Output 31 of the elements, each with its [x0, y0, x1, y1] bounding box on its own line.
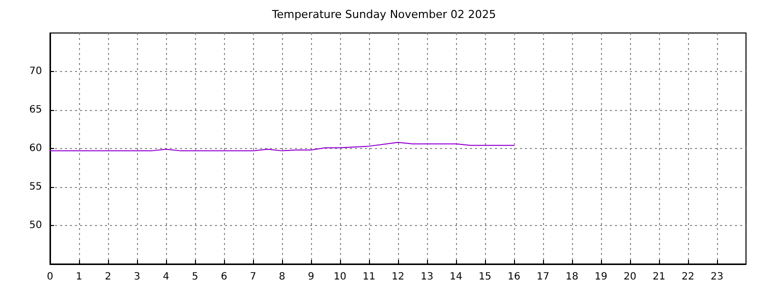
x-tick-label: 12 [392, 272, 404, 282]
x-tick-label: 0 [46, 272, 54, 282]
y-tick-label: 60 [29, 143, 42, 154]
x-tick-label: 11 [362, 272, 376, 282]
x-tick-label: 7 [250, 272, 256, 282]
x-tick-label: 10 [334, 272, 346, 282]
x-tick-label: 22 [682, 272, 694, 282]
x-tick-label: 1 [76, 272, 82, 282]
x-tick-label: 21 [652, 272, 666, 282]
x-tick-label: 15 [478, 272, 492, 282]
x-tick-label: 2 [104, 272, 112, 282]
line-series [50, 142, 514, 152]
x-tick-label: 9 [308, 272, 314, 282]
x-tick-label: 14 [450, 272, 462, 282]
x-tick-label: 13 [420, 272, 434, 282]
chart-title: Temperature Sunday November 02 2025 [270, 8, 496, 21]
x-tick-label: 4 [162, 272, 170, 282]
x-tick-label: 3 [134, 272, 140, 282]
x-tick-label: 5 [192, 272, 198, 282]
y-tick-label: 65 [29, 104, 42, 116]
x-tick-label: 8 [278, 272, 286, 282]
y-tick-label: 70 [29, 66, 42, 77]
x-tick-label: 18 [566, 272, 578, 282]
x-tick-label: 23 [710, 272, 724, 282]
x-tick-label: 17 [536, 272, 550, 282]
x-tick-label: 20 [624, 272, 636, 282]
y-tick-label: 50 [29, 220, 42, 231]
x-tick-label: 6 [220, 272, 228, 282]
x-tick-label: 16 [508, 272, 520, 282]
x-tick-label: 19 [594, 272, 608, 282]
y-tick-label: 55 [29, 182, 42, 192]
